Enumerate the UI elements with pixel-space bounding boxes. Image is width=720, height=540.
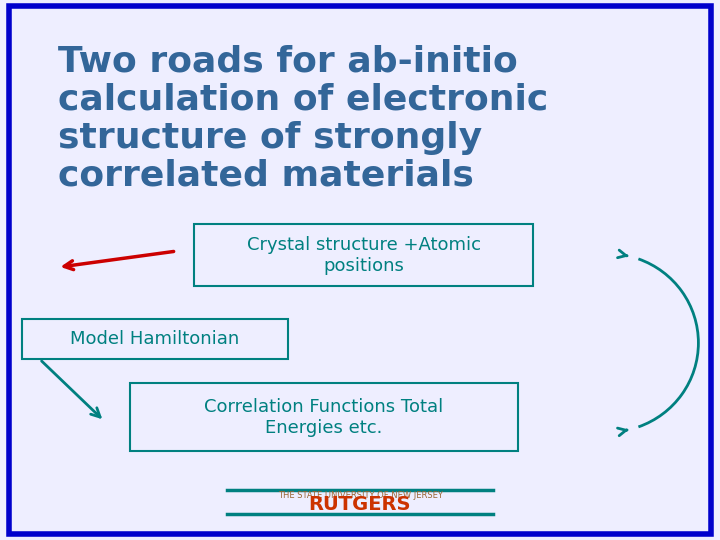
Text: Crystal structure +Atomic
positions: Crystal structure +Atomic positions (246, 236, 481, 274)
Text: Two roads for ab-initio
calculation of electronic
structure of strongly
correlat: Two roads for ab-initio calculation of e… (58, 45, 548, 193)
Text: THE STATE UNIVERSITY OF NEW JERSEY: THE STATE UNIVERSITY OF NEW JERSEY (278, 491, 442, 500)
FancyBboxPatch shape (22, 319, 288, 359)
FancyBboxPatch shape (130, 383, 518, 451)
FancyBboxPatch shape (194, 224, 533, 286)
Text: RUTGERS: RUTGERS (309, 495, 411, 515)
Text: Model Hamiltonian: Model Hamiltonian (70, 330, 240, 348)
Text: Correlation Functions Total
Energies etc.: Correlation Functions Total Energies etc… (204, 398, 444, 436)
